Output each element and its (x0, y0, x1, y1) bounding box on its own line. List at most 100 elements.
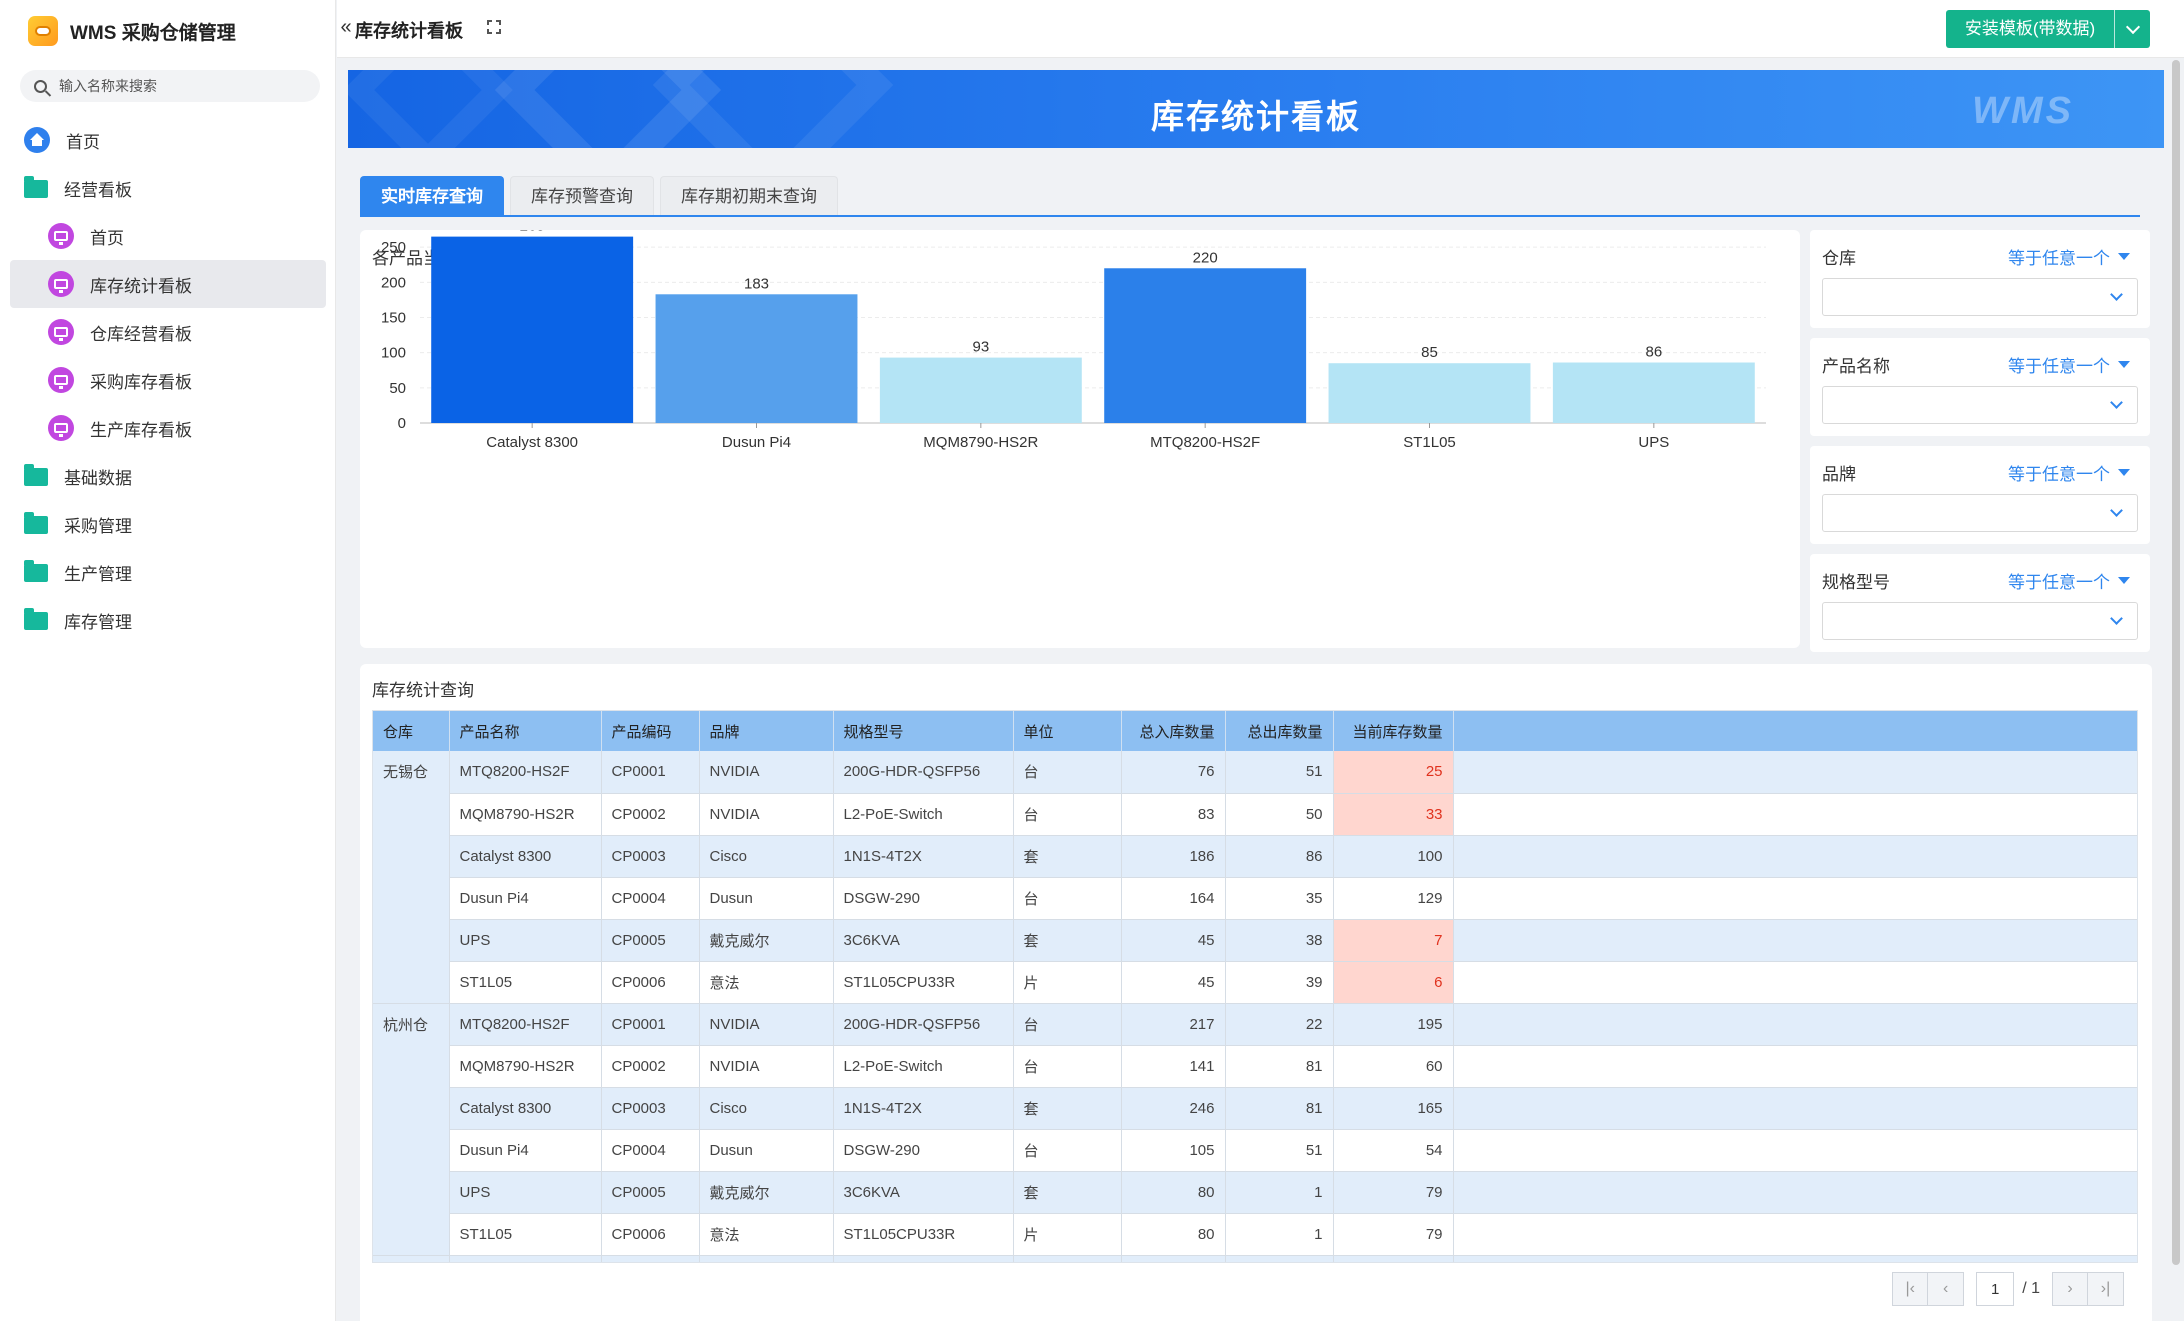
bar[interactable] (1104, 268, 1307, 423)
sidebar-item-7[interactable]: 基础数据 (10, 452, 326, 500)
filter-select[interactable] (1822, 494, 2138, 532)
table-row[interactable]: UPS CP0005 戴克威尔 3C6KVA 套 80 1 79 (373, 1171, 2137, 1214)
table-row[interactable]: ST1L05 CP0006 意法 ST1L05CPU33R 片 45 39 6 (373, 961, 2137, 1004)
table-cell: Cisco (699, 835, 834, 878)
page-number-input[interactable] (1976, 1272, 2015, 1306)
bar[interactable] (431, 236, 634, 423)
table-row[interactable]: Dusun Pi4 CP0004 Dusun DSGW-290 台 164 35 129 (373, 877, 2137, 920)
column-header[interactable]: 总入库数量 (1121, 711, 1226, 751)
table-cell: 套 (1013, 835, 1122, 878)
sidebar-item-10[interactable]: 库存管理 (10, 596, 326, 644)
filter-select[interactable] (1822, 278, 2138, 316)
table-cell: 台 (1013, 793, 1122, 836)
table-row[interactable]: Catalyst 8300 CP0003 Cisco 1N1S-4T2X 套 186 86 1… (373, 835, 2137, 878)
folder-icon (24, 608, 48, 630)
filter-operator[interactable]: 等于任意一个 (2008, 460, 2130, 485)
current-stock-cell: 54 (1333, 1129, 1454, 1172)
table-cell: 22 (1225, 1003, 1334, 1046)
filter-operator[interactable]: 等于任意一个 (2008, 244, 2130, 269)
table-cell: 38 (1225, 919, 1334, 962)
collapse-sidebar-icon[interactable]: « (340, 16, 352, 38)
filter-1: 产品名称 等于任意一个 (1810, 338, 2150, 436)
filter-operator-label[interactable]: 等于任意一个 (2008, 357, 2110, 376)
warehouse-cell: 无锡仓 (373, 751, 450, 1004)
menu-search-input[interactable] (59, 78, 299, 94)
sidebar-item-2[interactable]: 首页 (10, 212, 326, 260)
table-cell: 246 (1121, 1087, 1226, 1130)
dashboard-icon (48, 415, 74, 441)
filter-operator-label[interactable]: 等于任意一个 (2008, 249, 2110, 268)
table-filler-cell (1453, 961, 2137, 1004)
table-filler-cell (1453, 835, 2137, 878)
column-header[interactable]: 产品名称 (449, 711, 602, 751)
bar[interactable] (1328, 363, 1531, 423)
table-cell: DSGW-290 (833, 877, 1014, 920)
warehouse-cell: 杭州仓 (373, 1003, 450, 1256)
column-header[interactable]: 总出库数量 (1225, 711, 1334, 751)
filter-operator-label[interactable]: 等于任意一个 (2008, 465, 2110, 484)
table-row[interactable]: 杭州仓 MTQ8200-HS2F CP0001 NVIDIA 200G-HDR-QSFP… (373, 1003, 2137, 1256)
sidebar-item-label: 仓库经营看板 (90, 324, 192, 344)
sidebar-item-0[interactable]: 首页 (10, 116, 326, 164)
column-header[interactable]: 产品编码 (601, 711, 700, 751)
sidebar-item-9[interactable]: 生产管理 (10, 548, 326, 596)
sidebar-item-label: 首页 (66, 132, 100, 152)
table-cell: Cisco (699, 1087, 834, 1130)
sidebar-item-8[interactable]: 采购管理 (10, 500, 326, 548)
table-cell: 81 (1225, 1045, 1334, 1088)
table-cell: 片 (1013, 961, 1122, 1004)
sidebar-item-1[interactable]: 经营看板 (10, 164, 326, 212)
column-header[interactable]: 规格型号 (833, 711, 1014, 751)
install-template-label[interactable]: 安装模板(带数据) (1964, 19, 2096, 38)
filter-operator[interactable]: 等于任意一个 (2008, 568, 2130, 593)
column-header[interactable]: 当前库存数量 (1333, 711, 1454, 751)
table-cell: CP0002 (601, 1045, 700, 1088)
column-header[interactable]: 单位 (1013, 711, 1122, 751)
table-filler-cell (1453, 1003, 2137, 1046)
table-row[interactable]: Dusun Pi4 CP0004 Dusun DSGW-290 台 105 51 54 (373, 1129, 2137, 1172)
next-page-button[interactable]: › (2052, 1272, 2088, 1306)
filter-select[interactable] (1822, 386, 2138, 424)
bar[interactable] (879, 357, 1082, 423)
filter-operator-label[interactable]: 等于任意一个 (2008, 573, 2110, 592)
table-cell: 1N1S-4T2X (833, 1087, 1014, 1130)
table-cell: 141 (1121, 1045, 1226, 1088)
table-cell: 套 (1013, 1171, 1122, 1214)
bar[interactable] (655, 294, 858, 423)
table-cell: 台 (1013, 1129, 1122, 1172)
filter-operator[interactable]: 等于任意一个 (2008, 352, 2130, 377)
table-row[interactable]: MQM8790-HS2R CP0002 NVIDIA L2-PoE-Switch 台 83… (373, 793, 2137, 836)
table-row[interactable]: Catalyst 8300 CP0003 Cisco 1N1S-4T2X 套 246 81 1… (373, 1087, 2137, 1130)
table-row[interactable]: ST1L05 CP0006 意法 ST1L05CPU33R 片 80 1 79 (373, 1213, 2137, 1256)
grid-lines (420, 246, 1766, 424)
bar-value-label: 85 (1421, 344, 1438, 361)
bar[interactable] (1552, 362, 1755, 423)
tab-0[interactable]: 实时库存查询 (360, 176, 504, 216)
table-cell: 81 (1225, 1087, 1334, 1130)
first-page-button[interactable]: |‹ (1892, 1272, 1929, 1306)
table-row[interactable]: UPS CP0005 戴克威尔 3C6KVA 套 45 38 7 (373, 919, 2137, 962)
sidebar-item-4[interactable]: 仓库经营看板 (10, 308, 326, 356)
table-cell: 意法 (699, 961, 834, 1004)
install-dropdown-toggle[interactable] (2114, 10, 2150, 48)
stock-table-wrap: 仓库 产品名称 产品编码 品牌 规格型号 单位 总入库数量 总出库数量 当前库存数量 无锡仓 MT… (372, 710, 2138, 1263)
sidebar-item-6[interactable]: 生产库存看板 (10, 404, 326, 452)
table-row[interactable]: 无锡仓 MTQ8200-HS2F CP0001 NVIDIA 200G-HDR-QSFP… (373, 751, 2137, 1004)
last-page-button[interactable]: ›| (2088, 1272, 2124, 1306)
filter-select[interactable] (1822, 602, 2138, 640)
install-template-button[interactable]: 安装模板(带数据) (1946, 10, 2150, 48)
sidebar-item-5[interactable]: 采购库存看板 (10, 356, 326, 404)
table-row[interactable]: MQM8790-HS2R CP0002 NVIDIA L2-PoE-Switch 台 14… (373, 1045, 2137, 1088)
column-header[interactable]: 品牌 (699, 711, 834, 751)
fullscreen-icon[interactable] (487, 20, 501, 34)
tab-2[interactable]: 库存期初期末查询 (660, 176, 838, 216)
page-scrollbar[interactable] (2172, 60, 2180, 1265)
y-tick-label: 200 (381, 274, 406, 291)
sidebar-item-3[interactable]: 库存统计看板 (10, 260, 326, 308)
prev-page-button[interactable]: ‹ (1928, 1272, 1965, 1306)
table-cell: 80 (1121, 1213, 1226, 1256)
tab-1[interactable]: 库存预警查询 (510, 176, 654, 216)
menu-search[interactable] (20, 70, 320, 102)
column-header[interactable]: 仓库 (373, 711, 450, 751)
stock-bar-chart: 050100150200250300265Catalyst 8300183Dus… (381, 230, 1766, 451)
